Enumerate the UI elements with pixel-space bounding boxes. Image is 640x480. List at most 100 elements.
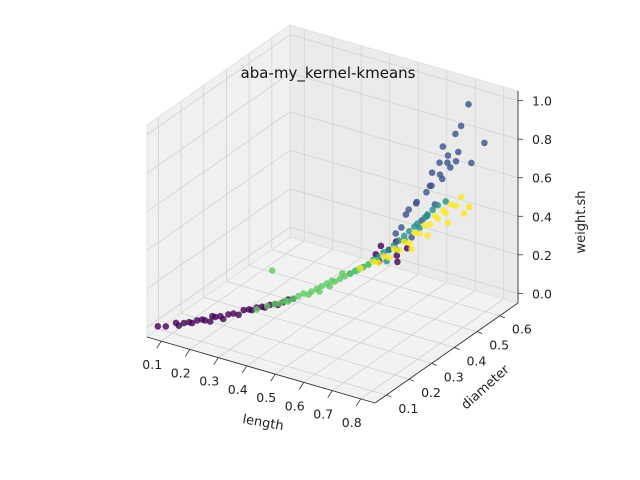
scatter-point bbox=[429, 206, 437, 214]
scatter-point bbox=[212, 313, 219, 321]
y-axis-line bbox=[374, 302, 519, 404]
scatter-point bbox=[398, 224, 405, 231]
scatter-point bbox=[424, 232, 431, 239]
scatter-point bbox=[468, 159, 475, 167]
scatter-point bbox=[385, 254, 393, 261]
scatter-point bbox=[263, 302, 271, 310]
x-tick bbox=[184, 349, 191, 357]
x-tick bbox=[298, 382, 305, 390]
x-tick-label: 0.6 bbox=[285, 398, 305, 413]
x-tick bbox=[156, 340, 162, 349]
scatter-point bbox=[421, 221, 429, 229]
x-axis-line bbox=[146, 336, 376, 404]
x-grid-line bbox=[303, 282, 447, 383]
z-grid-line bbox=[146, 149, 291, 251]
scatter-point bbox=[452, 130, 459, 138]
z-tick-label: 0.6 bbox=[532, 171, 552, 186]
y-tick-label: 0.4 bbox=[466, 353, 486, 368]
scatter-point bbox=[411, 223, 418, 230]
scatter-point bbox=[394, 258, 401, 266]
z-grid-line bbox=[289, 149, 519, 217]
x-tick-label: 0.7 bbox=[313, 407, 333, 422]
scatter-point bbox=[442, 209, 450, 217]
scatter-point bbox=[316, 288, 323, 295]
scatter-point bbox=[481, 139, 488, 147]
scatter-point bbox=[385, 246, 393, 254]
scatter-point bbox=[457, 193, 465, 201]
scatter-point bbox=[436, 159, 443, 166]
x-grid-line bbox=[360, 298, 504, 400]
scatter-point bbox=[290, 295, 297, 303]
scatter-point bbox=[442, 198, 450, 205]
scatter-point bbox=[248, 306, 255, 314]
scatter-point bbox=[284, 298, 292, 305]
z-grid-line bbox=[146, 72, 291, 174]
axes-panes bbox=[146, 24, 519, 404]
scatter-point bbox=[193, 317, 201, 324]
scatter-point bbox=[380, 252, 388, 260]
scatter-point bbox=[406, 228, 413, 235]
scatter-point bbox=[240, 306, 247, 314]
y-tick bbox=[499, 315, 505, 319]
scatter-point bbox=[452, 202, 460, 209]
z-grid-line bbox=[146, 188, 291, 290]
scatter-point bbox=[230, 310, 237, 317]
y-grid-line bbox=[249, 265, 478, 332]
z-axis-label: weight.sh bbox=[574, 191, 589, 254]
z-grid-line bbox=[289, 34, 519, 102]
scatter-point bbox=[439, 175, 446, 183]
scatter-point bbox=[428, 169, 436, 176]
y-tick bbox=[408, 378, 415, 382]
scatter-point bbox=[377, 242, 385, 250]
scatter-point bbox=[434, 215, 442, 222]
z-grid-line bbox=[289, 72, 519, 140]
scatter-point bbox=[460, 210, 468, 217]
scatter-point bbox=[357, 264, 364, 272]
x-grid-line bbox=[246, 265, 390, 367]
z-tick-label: 1.0 bbox=[532, 94, 552, 109]
x-tick-label: 0.5 bbox=[256, 390, 276, 405]
scatter-point bbox=[434, 201, 442, 209]
x-grid-line bbox=[218, 257, 362, 358]
scatter-point bbox=[253, 306, 261, 313]
scatter-point bbox=[346, 270, 354, 277]
scatter-point bbox=[390, 245, 398, 253]
y-grid-line bbox=[180, 312, 410, 380]
scatter-point bbox=[421, 214, 429, 221]
x-grid-line bbox=[275, 273, 419, 375]
scatter-point bbox=[402, 211, 410, 218]
scatter-point bbox=[268, 267, 276, 274]
z-tick-label: 0.4 bbox=[532, 209, 552, 224]
scatter-point bbox=[326, 282, 334, 290]
scatter-point bbox=[305, 291, 312, 298]
x-tick-label: 0.2 bbox=[171, 365, 191, 380]
x-tick bbox=[355, 398, 362, 407]
z-tick-label: 0.0 bbox=[532, 286, 552, 301]
scatter-point bbox=[162, 323, 170, 330]
scatter-point bbox=[452, 158, 460, 165]
grid-lines bbox=[146, 29, 519, 400]
scatter-point bbox=[220, 315, 227, 323]
z-grid-line bbox=[146, 227, 291, 328]
z-grid-line bbox=[146, 34, 291, 135]
scatter-point bbox=[426, 221, 434, 228]
scatter-point bbox=[411, 229, 418, 236]
scatter-point bbox=[352, 267, 359, 275]
scatter-point bbox=[271, 300, 279, 308]
scatter-point bbox=[175, 322, 183, 330]
scatter-point bbox=[444, 159, 451, 166]
scatter-point bbox=[447, 201, 455, 208]
x-grid-line bbox=[189, 249, 333, 350]
scatter-point bbox=[465, 203, 473, 211]
x-tick-label: 0.3 bbox=[199, 374, 219, 389]
x-axis-label: length bbox=[241, 412, 284, 434]
y-tick bbox=[386, 394, 392, 398]
y-tick-label: 0.1 bbox=[398, 401, 418, 416]
z-grid-line bbox=[289, 111, 519, 179]
scatter-point bbox=[331, 278, 339, 285]
scatter-point bbox=[428, 182, 435, 189]
scatter-point bbox=[444, 219, 452, 227]
scatter-point bbox=[206, 318, 214, 325]
side-pane bbox=[146, 24, 291, 338]
scatter-point bbox=[416, 230, 423, 237]
